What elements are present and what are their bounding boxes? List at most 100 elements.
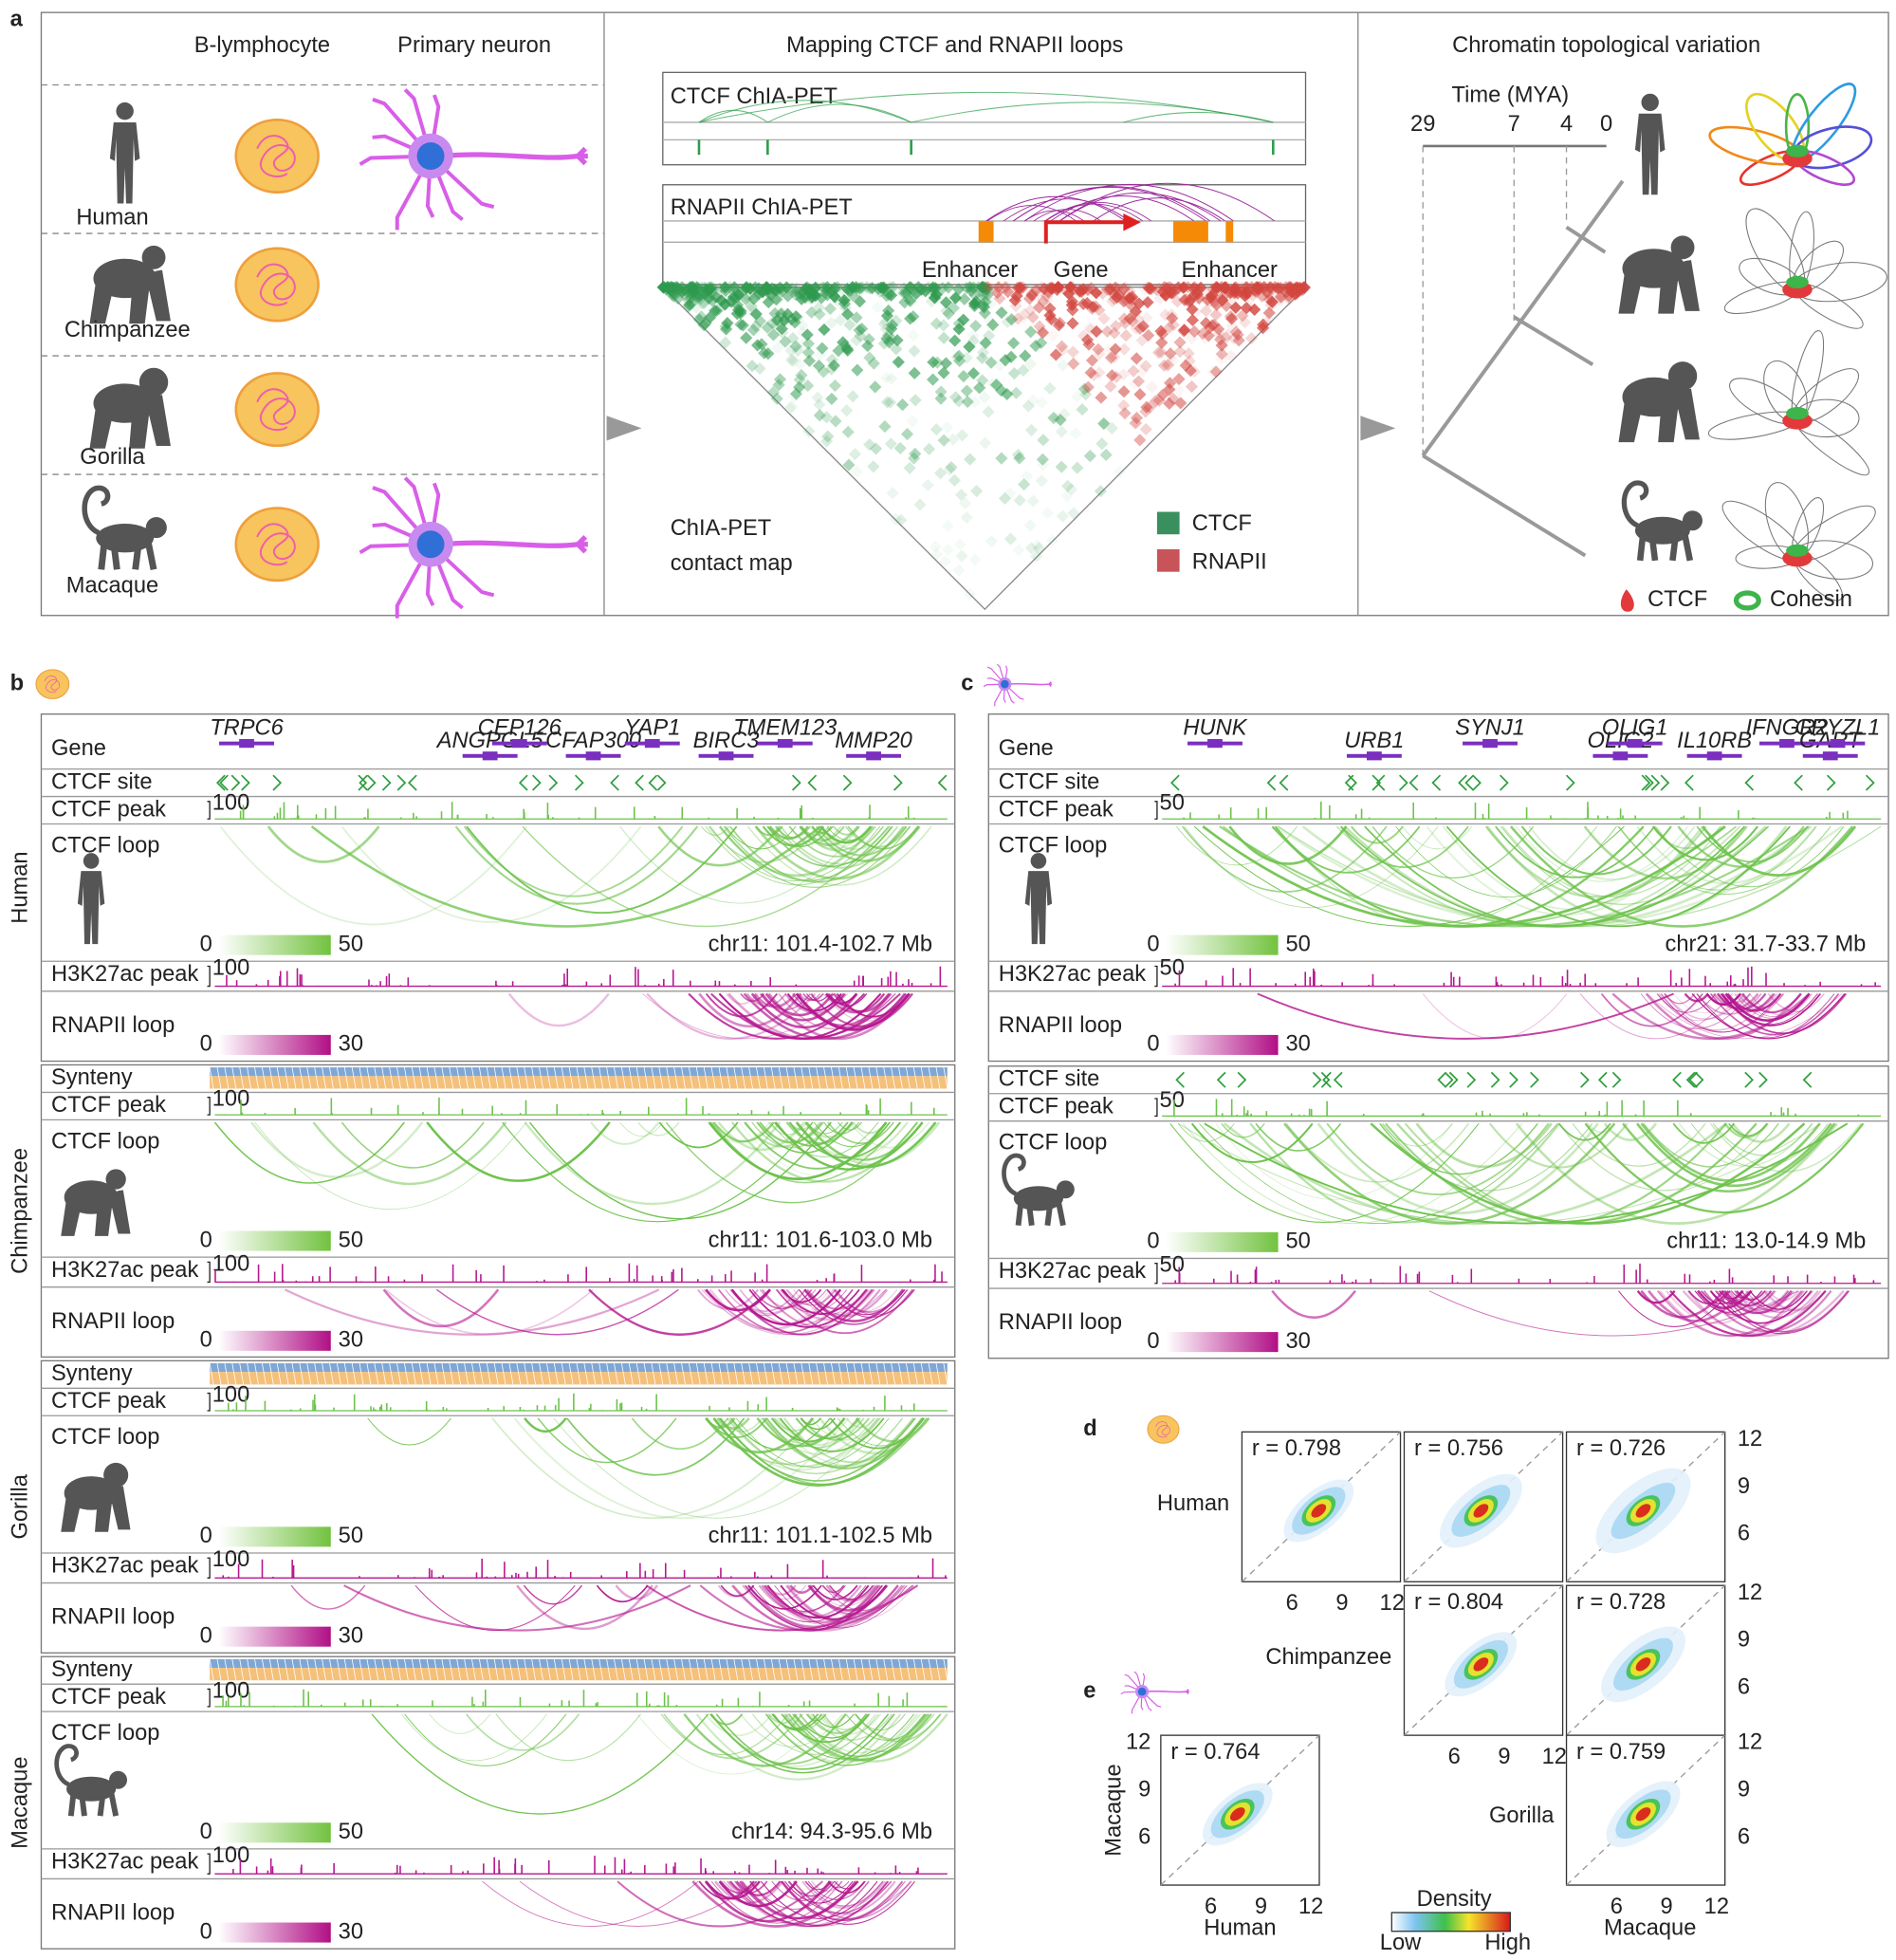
loop-arc (696, 1288, 759, 1310)
contact-pixel (1107, 287, 1121, 301)
density-gradient (1390, 1912, 1511, 1932)
synteny-link (306, 1658, 312, 1681)
contact-pixel (786, 331, 800, 345)
contact-pixel (809, 281, 822, 294)
contact-pixel (921, 478, 934, 491)
synteny-link (336, 1658, 341, 1681)
scale-gradient (218, 1822, 331, 1843)
feature-label: Enhancer (1182, 258, 1278, 283)
axis-title: Macaque (1101, 1764, 1126, 1856)
synteny-link (838, 1362, 843, 1385)
synteny-link (770, 1362, 776, 1385)
dendrite (372, 486, 433, 546)
loop-arc (754, 825, 920, 880)
synteny-link (651, 1658, 656, 1681)
synteny-link (710, 1067, 716, 1089)
icon-part (103, 1462, 129, 1488)
contact-pixel (723, 281, 737, 294)
ctcf-motif (1408, 774, 1419, 791)
synteny-link (239, 1658, 245, 1681)
loop-arc (524, 1121, 782, 1206)
synteny-link (860, 1362, 866, 1385)
loop-arc (1255, 1122, 1342, 1152)
loop-arc (788, 825, 885, 858)
contact-pixel (1071, 390, 1084, 403)
scale-min: 0 (200, 1032, 212, 1057)
loop-arc (1710, 1290, 1752, 1304)
ctcf-motif (408, 774, 417, 791)
synteny-link (591, 1362, 597, 1385)
contact-pixel (749, 307, 763, 321)
gene-exon (585, 751, 601, 761)
ctcf-motif (215, 774, 226, 791)
scale-min: 0 (200, 1228, 212, 1252)
correlation-label: r = 0.728 (1576, 1590, 1666, 1615)
loop-arc (1736, 992, 1778, 1008)
contact-pixel (1108, 350, 1121, 364)
contact-pixel (1177, 324, 1190, 338)
loop-arc (1730, 1290, 1753, 1299)
synteny-link (628, 1067, 634, 1089)
synteny-link (576, 1658, 581, 1681)
synteny-link (853, 1067, 858, 1089)
ctcf-motif (1611, 1071, 1622, 1088)
nucleus (416, 142, 445, 170)
peak-max: 100 (212, 1251, 250, 1276)
loop-arc (710, 1880, 842, 1924)
loop-arc (1023, 183, 1234, 222)
contact-pixel (894, 513, 908, 527)
species-icon (1621, 480, 1703, 562)
synteny-link (785, 1362, 791, 1385)
synteny-link (478, 1362, 484, 1385)
loop-arc (1385, 1122, 1727, 1225)
loop-arc (1176, 825, 1298, 866)
peak-max: 50 (1160, 955, 1185, 980)
synteny-link (568, 1658, 574, 1681)
contact-pixel (1024, 423, 1039, 437)
synteny-link (793, 1658, 799, 1681)
ctcf-motif (1685, 1071, 1696, 1088)
contact-pixel (1027, 284, 1040, 297)
synteny-link (891, 1362, 895, 1385)
ctcf-motif (1466, 1071, 1477, 1088)
gene-name: OLIG2 (1588, 729, 1654, 753)
synteny-link (831, 1362, 836, 1385)
track-label: H3K27ac peak (999, 962, 1146, 987)
track-label: CTCF loop (51, 1425, 159, 1450)
loop-arc (838, 1121, 862, 1131)
loop-arc (1721, 992, 1752, 1004)
loop-arc (789, 1121, 814, 1131)
scale-max: 30 (339, 1328, 363, 1353)
loop-arc (710, 1713, 895, 1774)
loop-arc (1696, 825, 1809, 863)
icon-part (1015, 1202, 1066, 1227)
loop-arc (645, 1584, 919, 1632)
contact-pixel (949, 391, 963, 404)
contact-pixel (1212, 327, 1225, 341)
synteny-link (404, 1362, 409, 1385)
synteny-link (756, 1067, 761, 1089)
contact-pixel (1079, 388, 1093, 401)
synteny-link (478, 1658, 484, 1681)
synteny-link (539, 1362, 543, 1385)
contact-pixel (672, 292, 685, 305)
synteny-link (299, 1658, 304, 1681)
synteny-link (606, 1658, 611, 1681)
synteny-link (411, 1067, 416, 1089)
loop-arc (854, 1713, 942, 1743)
synteny-link (254, 1362, 259, 1385)
synteny-link (576, 1067, 581, 1089)
ctcf-motif (1237, 1071, 1247, 1088)
icon-part (89, 395, 171, 449)
loop-arc (815, 825, 908, 857)
synteny-link (299, 1067, 304, 1089)
scale-min: 0 (200, 1919, 212, 1944)
synteny-link (306, 1362, 312, 1385)
contact-pixel (907, 329, 920, 342)
scale-max: 30 (339, 1623, 363, 1648)
synteny-link (284, 1067, 289, 1089)
ctcf-motif (1499, 774, 1509, 791)
loop-arc (780, 825, 899, 865)
species-side-label: Gorilla (9, 1473, 33, 1539)
track-label: RNAPII ChIA-PET (671, 195, 853, 220)
